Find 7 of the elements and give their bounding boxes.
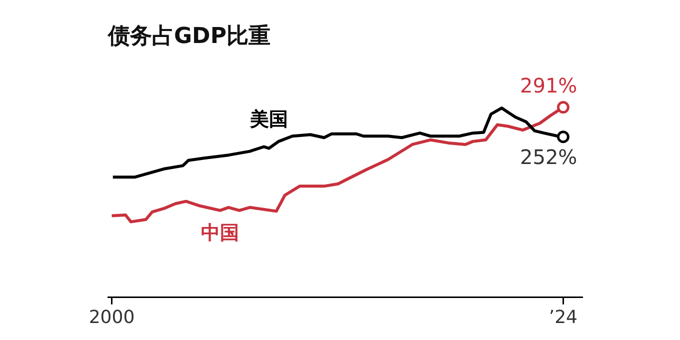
- series-label: 美国: [249, 108, 288, 131]
- chart-title: 债务占GDP比重: [107, 24, 270, 49]
- data-label: 252%: [520, 145, 578, 170]
- x-tick-label: ’24: [548, 306, 578, 328]
- series-label: 中国: [201, 222, 240, 244]
- data-label: 291%: [520, 74, 578, 98]
- x-tick-label: 2000: [88, 306, 135, 328]
